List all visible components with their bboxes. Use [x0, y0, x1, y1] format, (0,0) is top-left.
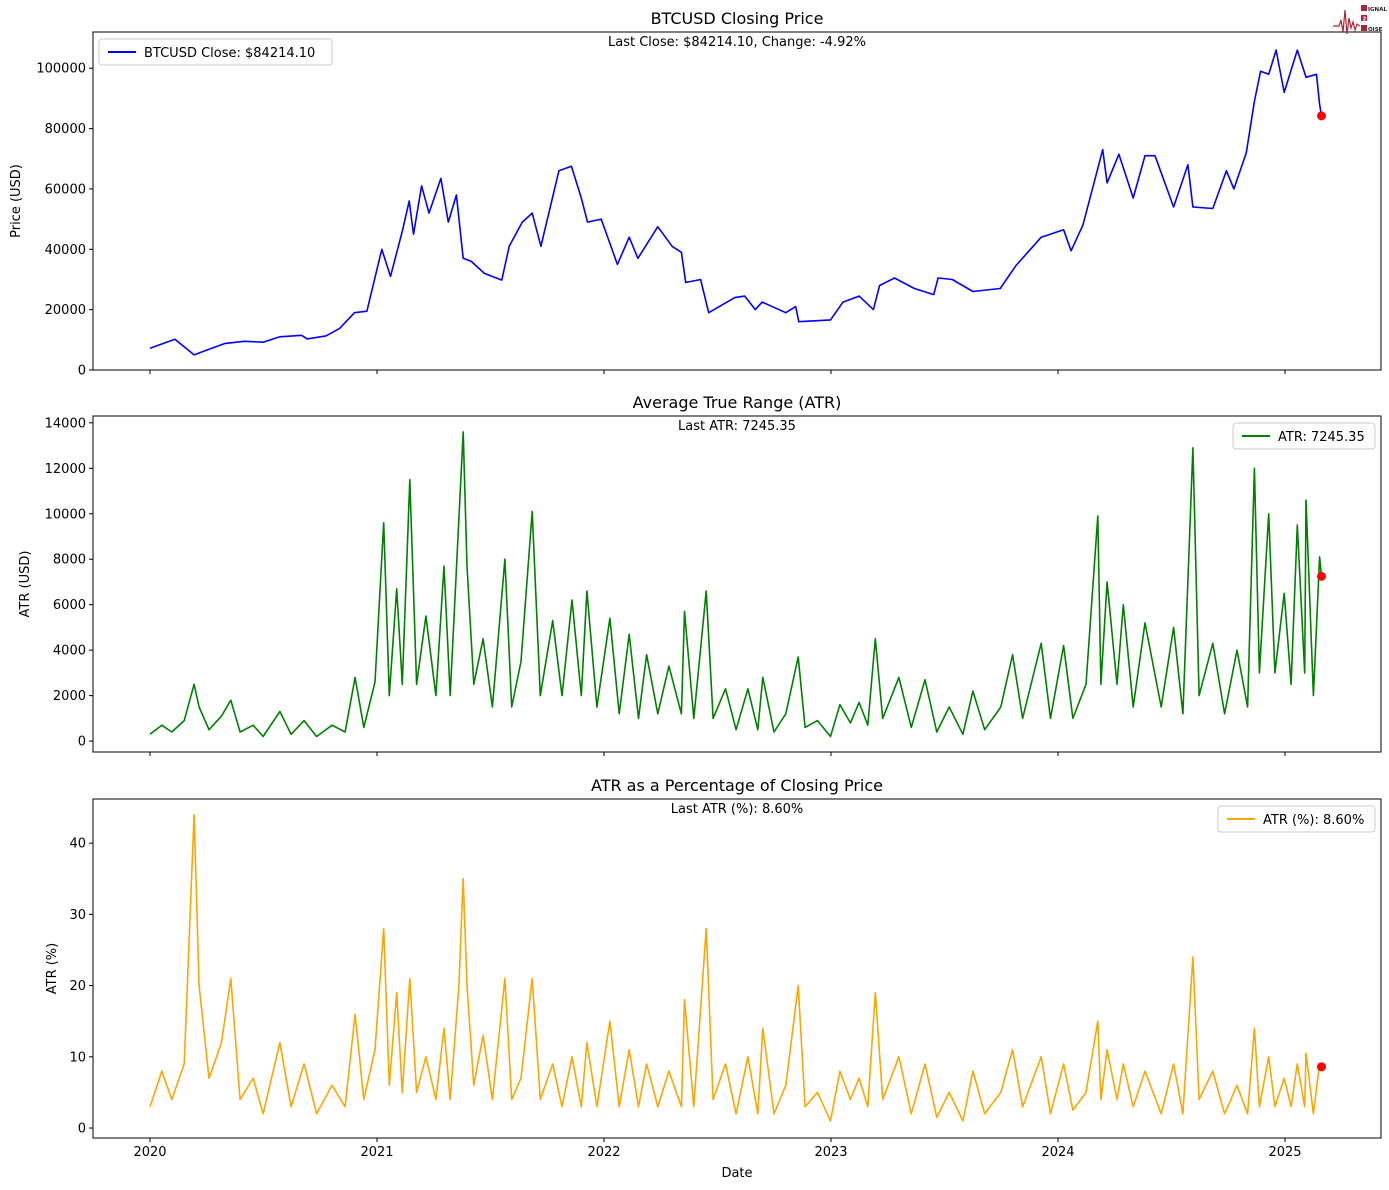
- y-tick-label: 14000: [45, 416, 86, 431]
- y-tick-label: 40000: [45, 243, 86, 258]
- x-tick-label: 2021: [360, 1145, 393, 1160]
- y-tick-label: 2000: [53, 689, 86, 704]
- legend-box: [1217, 805, 1376, 833]
- legend-label: ATR: 7245.35: [1278, 430, 1365, 445]
- series-line: [149, 49, 1323, 356]
- x-axis-label: Date: [721, 1166, 752, 1181]
- y-tick-label: 100000: [36, 62, 86, 77]
- last-value-marker: [1317, 111, 1327, 121]
- svg-text:OISE: OISE: [1368, 27, 1383, 33]
- y-tick-label: 30: [69, 908, 86, 923]
- legend: ATR (%): 8.60%: [1217, 805, 1376, 833]
- last-value-marker: [1317, 1062, 1327, 1072]
- x-tick-label: 2020: [133, 1145, 166, 1160]
- last-value-annotation: Last ATR: 7245.35: [678, 419, 796, 434]
- y-tick-label: 0: [78, 1122, 86, 1137]
- y-axis-label: ATR (USD): [18, 551, 33, 618]
- y-tick-label: 20000: [45, 303, 86, 318]
- y-tick-label: 20: [69, 979, 86, 994]
- y-tick-label: 4000: [53, 644, 86, 659]
- legend: ATR: 7245.35: [1232, 422, 1376, 450]
- chart-title: ATR as a Percentage of Closing Price: [591, 776, 883, 795]
- y-tick-label: 80000: [45, 122, 86, 137]
- y-tick-label: 60000: [45, 182, 86, 197]
- x-tick-label: 2022: [587, 1145, 620, 1160]
- legend-label: BTCUSD Close: $84214.10: [144, 46, 315, 61]
- axes-frame: [92, 415, 1382, 753]
- y-tick-label: 0: [78, 364, 86, 379]
- y-tick-label: 6000: [53, 598, 86, 613]
- y-tick-label: 8000: [53, 553, 86, 568]
- y-axis-label: ATR (%): [45, 943, 60, 995]
- legend-label: ATR (%): 8.60%: [1263, 813, 1364, 828]
- legend-box: [98, 38, 333, 66]
- series-line: [149, 813, 1323, 1122]
- y-tick-label: 12000: [45, 462, 86, 477]
- svg-text:2: 2: [1363, 17, 1367, 23]
- last-value-annotation: Last Close: $84214.10, Change: -4.92%: [608, 35, 866, 50]
- svg-text:IGNAL: IGNAL: [1368, 7, 1387, 13]
- last-value-annotation: Last ATR (%): 8.60%: [671, 802, 804, 817]
- y-tick-label: 40: [69, 837, 86, 852]
- signal-2-noise-logo: IGNAL 2 OISE: [1333, 5, 1387, 35]
- y-tick-label: 10: [69, 1050, 86, 1065]
- y-axis-label: Price (USD): [9, 164, 24, 238]
- y-tick-label: 0: [78, 735, 86, 750]
- x-tick-label: 2023: [814, 1145, 847, 1160]
- series-line: [149, 431, 1323, 738]
- axes-frame: [92, 31, 1382, 371]
- legend-box: [1232, 422, 1376, 450]
- axes-frame: [92, 798, 1382, 1139]
- x-tick-label: 2024: [1041, 1145, 1074, 1160]
- legend: BTCUSD Close: $84214.10: [98, 38, 333, 66]
- x-tick-label: 2025: [1268, 1145, 1301, 1160]
- chart-title: Average True Range (ATR): [633, 393, 842, 412]
- y-tick-label: 10000: [45, 507, 86, 522]
- chart-title: BTCUSD Closing Price: [651, 9, 824, 28]
- last-value-marker: [1317, 571, 1327, 581]
